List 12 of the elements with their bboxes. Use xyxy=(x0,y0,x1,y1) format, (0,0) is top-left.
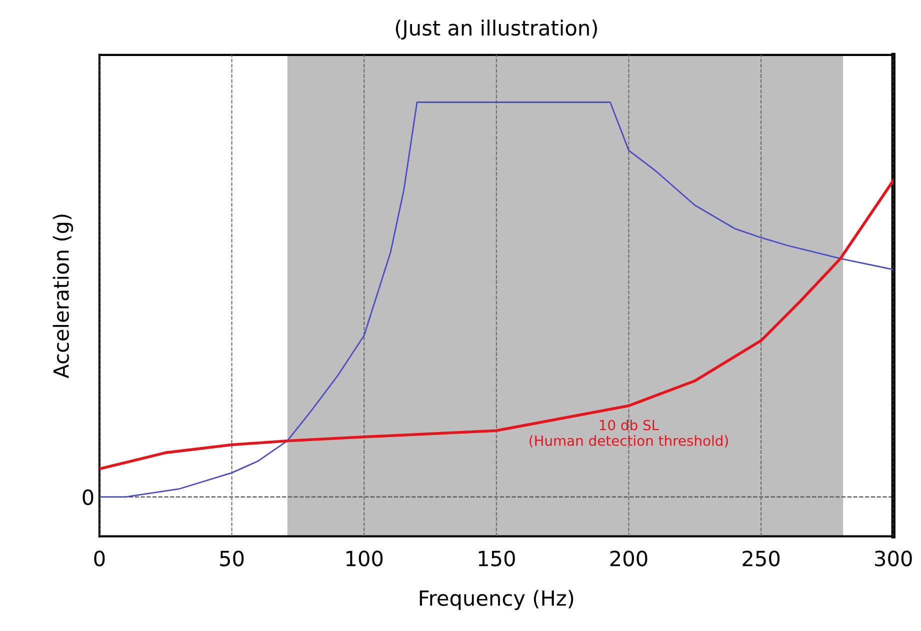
x-tick-label: 50 xyxy=(220,550,244,566)
x-tick-label: 150 xyxy=(478,550,515,566)
x-tick-label: 0 xyxy=(94,550,105,566)
chart-title: (Just an illustration) xyxy=(396,20,597,40)
ref-line-label: 0 xyxy=(82,489,94,506)
series-label: 10 db SL (Human detection threshold) xyxy=(530,420,728,448)
x-tick-label: 100 xyxy=(346,550,383,566)
x-tick-label: 300 xyxy=(875,550,912,566)
x-tick-label: 200 xyxy=(610,550,648,566)
y-axis-title: Acceleration (g) xyxy=(52,214,74,378)
x-tick-label: 250 xyxy=(742,550,780,566)
x-axis-title: Frequency (Hz) xyxy=(420,590,574,610)
